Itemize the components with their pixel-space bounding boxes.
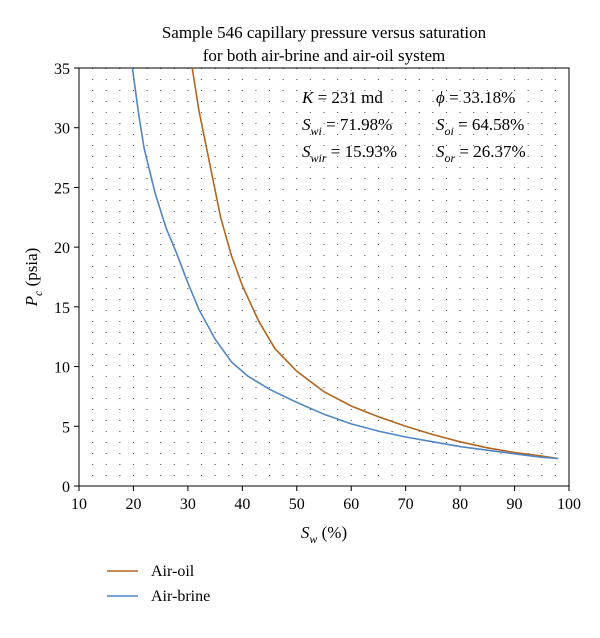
y-tick-label: 25 bbox=[54, 180, 70, 197]
plot-frame bbox=[78, 67, 570, 487]
annotation-text: Soi = 64.58% bbox=[436, 115, 524, 138]
chart-title: Sample 546 capillary pressure versus sat… bbox=[162, 23, 487, 42]
y-tick-label: 0 bbox=[62, 479, 70, 496]
series-lines bbox=[131, 67, 559, 460]
legend-label: Air-brine bbox=[151, 588, 210, 605]
legend-label: Air-oil bbox=[151, 563, 195, 580]
x-tick-label: 30 bbox=[180, 496, 196, 513]
x-tick-label: 20 bbox=[125, 496, 141, 513]
y-tick-label: 35 bbox=[54, 61, 70, 78]
series-line-air-oil bbox=[191, 67, 559, 460]
property-annotations: K = 231 md ϕ = 33.18% Swi = 71.98% Soi = 64… bbox=[301, 88, 526, 165]
x-tick-label: 10 bbox=[71, 496, 87, 513]
x-tick-label: 60 bbox=[343, 496, 359, 513]
annotation-text: Swi = 71.98% bbox=[302, 115, 392, 138]
y-tick-label: 30 bbox=[54, 121, 70, 138]
axis-ticks: 10 20 30 40 50 60 70 80 90 100 0 5 10 15 20 25 30 35 bbox=[54, 61, 581, 513]
x-tick-label: 50 bbox=[289, 496, 305, 513]
annotation-text: K = 231 md bbox=[301, 88, 383, 107]
series-line-air-brine bbox=[131, 67, 559, 460]
x-tick-label: 100 bbox=[557, 496, 581, 513]
y-tick-label: 10 bbox=[54, 360, 70, 377]
y-tick-label: 20 bbox=[54, 240, 70, 257]
y-tick-label: 5 bbox=[62, 419, 70, 436]
x-axis-label: Sw (%) bbox=[301, 523, 347, 546]
chart-legend: Air-oil Air-brine bbox=[107, 563, 210, 605]
annotation-text: Swir = 15.93% bbox=[302, 142, 397, 165]
chart-subtitle: for both air-brine and air-oil system bbox=[203, 46, 445, 65]
annotation-text: ϕ = 33.18% bbox=[436, 88, 515, 107]
annotation-text: Sor = 26.37% bbox=[436, 142, 526, 165]
x-tick-label: 70 bbox=[398, 496, 414, 513]
x-tick-label: 40 bbox=[234, 496, 250, 513]
x-tick-label: 90 bbox=[507, 496, 523, 513]
y-axis-label: Pc (psia) bbox=[22, 248, 45, 308]
y-tick-label: 15 bbox=[54, 300, 70, 317]
plot-grid bbox=[92, 68, 556, 486]
x-tick-label: 80 bbox=[452, 496, 468, 513]
